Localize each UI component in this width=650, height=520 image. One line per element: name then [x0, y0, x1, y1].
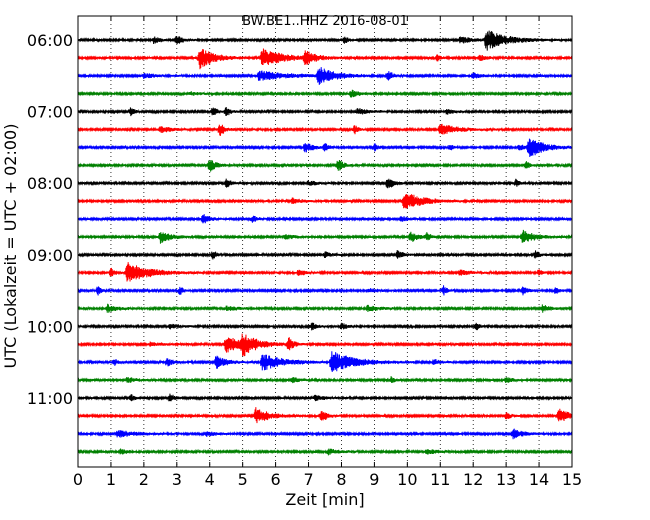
y-tick-label: 06:00	[27, 31, 73, 50]
x-tick-label: 0	[73, 470, 83, 489]
x-tick-label: 12	[463, 470, 483, 489]
trace-1045	[77, 376, 573, 384]
trace-0815	[77, 193, 573, 209]
trace-1015	[77, 333, 573, 357]
trace-1000	[77, 322, 573, 331]
plot-frame	[77, 15, 573, 468]
chart-title: BW.BE1..HHZ 2016-08-01	[242, 14, 408, 29]
trace-1115	[77, 407, 573, 424]
trace-0900	[77, 250, 573, 260]
y-tick-label: 07:00	[27, 103, 73, 122]
trace-1130	[77, 428, 573, 440]
trace-0715	[77, 123, 573, 136]
x-tick-label: 11	[430, 470, 450, 489]
trace-0930	[77, 285, 573, 296]
trace-0800	[77, 178, 573, 189]
axis-layer: 0 1 2 3 4 5 6 7 8 9 10 11 12 13 14 1506:0007:0008:0009:…	[27, 16, 582, 489]
trace-0945	[77, 303, 573, 313]
x-tick-label: 9	[369, 470, 379, 489]
x-tick-label: 4	[205, 470, 215, 489]
trace-1100	[77, 393, 573, 402]
trace-0915	[77, 262, 573, 282]
y-tick-label: 11:00	[27, 389, 73, 408]
x-tick-label: 5	[238, 470, 248, 489]
y-tick-label: 09:00	[27, 246, 73, 265]
trace-0700	[77, 106, 573, 117]
x-tick-label: 10	[397, 470, 417, 489]
y-tick-label: 08:00	[27, 174, 73, 193]
y-tick-label: 10:00	[27, 317, 73, 336]
x-tick-label: 2	[139, 470, 149, 489]
x-tick-label: 7	[303, 470, 313, 489]
trace-0615	[77, 48, 573, 70]
trace-1145	[77, 448, 573, 456]
trace-0745	[77, 159, 573, 172]
trace-0600	[77, 30, 573, 51]
trace-0830	[77, 214, 573, 224]
x-tick-label: 1	[106, 470, 116, 489]
x-tick-label: 15	[562, 470, 582, 489]
x-tick-label: 14	[529, 470, 549, 489]
x-tick-label: 13	[496, 470, 516, 489]
trace-0630	[77, 67, 573, 85]
trace-0845	[77, 229, 573, 244]
y-axis-label: UTC (Lokalzeit = UTC + 02:00)	[1, 124, 20, 369]
x-tick-label: 3	[172, 470, 182, 489]
x-tick-label: 8	[336, 470, 346, 489]
x-axis-label: Zeit [min]	[285, 490, 364, 509]
trace-layer	[77, 30, 573, 456]
trace-1030	[77, 351, 573, 373]
x-tick-label: 6	[271, 470, 281, 489]
trace-0730	[77, 138, 573, 157]
trace-0645	[77, 89, 573, 98]
